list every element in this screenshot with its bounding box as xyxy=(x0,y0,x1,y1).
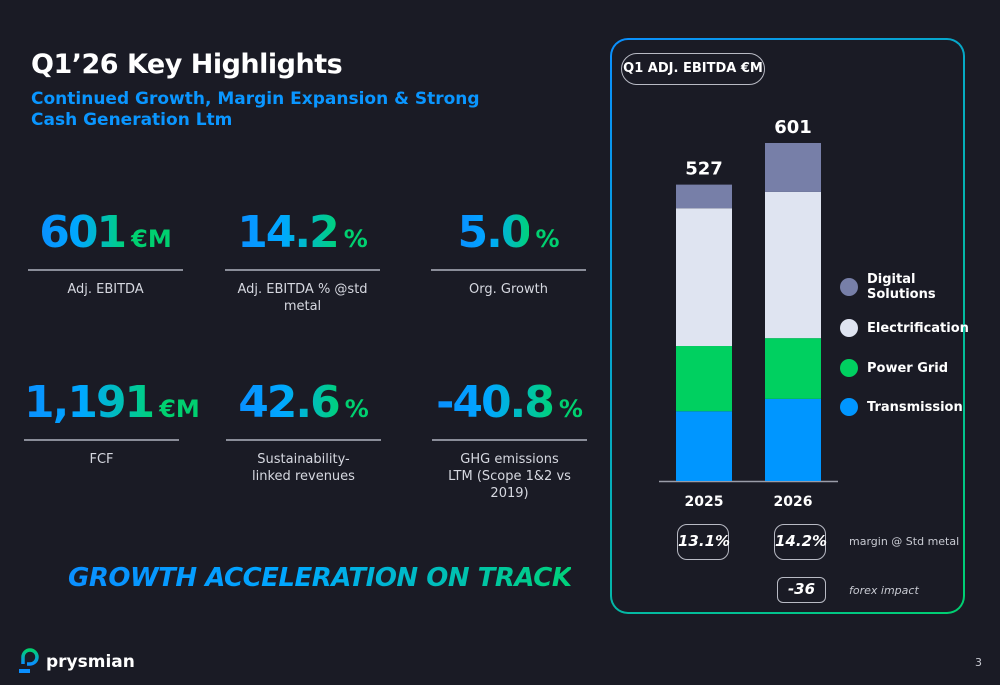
legend-transmission: Transmission xyxy=(840,398,963,416)
kpi-unit: % xyxy=(558,395,583,423)
page-number: 3 xyxy=(975,656,982,669)
kpi-ebitda-margin: 14.2% Adj. EBITDA % @std metal xyxy=(225,205,380,315)
legend-label: Transmission xyxy=(867,399,963,415)
kpi-sustainability-revenues: 42.6% Sustainability-linked revenues xyxy=(226,375,381,485)
kpi-unit: % xyxy=(344,395,369,423)
page-title: Q1’26 Key Highlights xyxy=(31,49,343,80)
kpi-unit: % xyxy=(535,225,560,253)
bar-segment-electrification-2026 xyxy=(765,191,821,339)
divider xyxy=(226,439,381,441)
tagline: GROWTH ACCELERATION ON TRACK xyxy=(68,563,572,593)
kpi-label: Sustainability-linked revenues xyxy=(252,452,355,484)
x-tick-label-2026: 2026 xyxy=(774,494,813,510)
bar-segment-electrification-2025 xyxy=(676,208,732,347)
divider xyxy=(24,439,179,441)
prysmian-logo: prysmian xyxy=(18,648,135,676)
kpi-label: GHG emissions LTM (Scope 1&2 vs 2019) xyxy=(448,452,571,501)
total-label-2025: 527 xyxy=(685,159,723,180)
kpi-ghg-emissions: -40.8% GHG emissions LTM (Scope 1&2 vs 2… xyxy=(432,375,587,502)
margin-2025: 13.1% xyxy=(677,524,730,560)
legend-label: Electrification xyxy=(867,320,969,336)
kpi-org-growth: 5.0% Org. Growth xyxy=(431,205,586,298)
legend-electrification: Electrification xyxy=(840,319,969,337)
kpi-label: Adj. EBITDA xyxy=(67,282,144,297)
legend-swatch xyxy=(840,359,858,377)
bar-segment-transmission-2026 xyxy=(765,398,821,481)
bar-segment-digital-solutions-2026 xyxy=(765,143,821,192)
chart-title: Q1 ADJ. EBITDA €M xyxy=(621,53,765,85)
forex-impact-value: -36 xyxy=(777,577,826,603)
prysmian-logo-icon xyxy=(19,648,39,673)
total-label-2026: 601 xyxy=(774,117,812,138)
bar-segment-power-grid-2025 xyxy=(676,346,732,412)
legend-label: Power Grid xyxy=(867,360,949,376)
kpi-unit: €M xyxy=(131,225,172,253)
kpi-value: -40.8 xyxy=(436,377,555,428)
kpi-unit: % xyxy=(343,225,368,253)
kpi-value: 14.2 xyxy=(237,207,340,258)
forex-impact-label: forex impact xyxy=(849,584,919,597)
x-tick-label-2025: 2025 xyxy=(685,494,724,510)
legend-digital-solutions: Digital Solutions xyxy=(840,272,937,302)
legend-swatch xyxy=(840,398,858,416)
legend-swatch xyxy=(840,278,858,296)
kpi-adj-ebitda: 601 €M Adj. EBITDA xyxy=(28,205,183,298)
bar-segment-digital-solutions-2025 xyxy=(676,184,732,209)
bar-segment-transmission-2025 xyxy=(676,411,732,481)
page-subtitle: Continued Growth, Margin Expansion & Str… xyxy=(31,89,480,130)
kpi-value: 1,191 xyxy=(24,377,155,428)
kpi-value: 5.0 xyxy=(457,207,532,258)
divider xyxy=(28,269,183,271)
kpi-fcf: 1,191 €M FCF xyxy=(24,375,200,468)
margin-2026: 14.2% xyxy=(774,524,827,560)
kpi-label: Adj. EBITDA % @std metal xyxy=(237,282,368,314)
legend-swatch xyxy=(840,319,858,337)
kpi-label: Org. Growth xyxy=(469,282,548,297)
kpi-label: FCF xyxy=(89,452,114,467)
divider xyxy=(432,439,587,441)
legend-label: Digital Solutions xyxy=(867,272,936,302)
divider xyxy=(431,269,586,271)
kpi-value: 42.6 xyxy=(238,377,341,428)
bar-segment-power-grid-2026 xyxy=(765,338,821,399)
legend-power-grid: Power Grid xyxy=(840,359,948,377)
kpi-value: 601 xyxy=(39,207,127,258)
margin-label: margin @ Std metal xyxy=(849,535,960,548)
logo-text: prysmian xyxy=(46,652,135,672)
divider xyxy=(225,269,380,271)
kpi-unit: €M xyxy=(159,395,200,423)
